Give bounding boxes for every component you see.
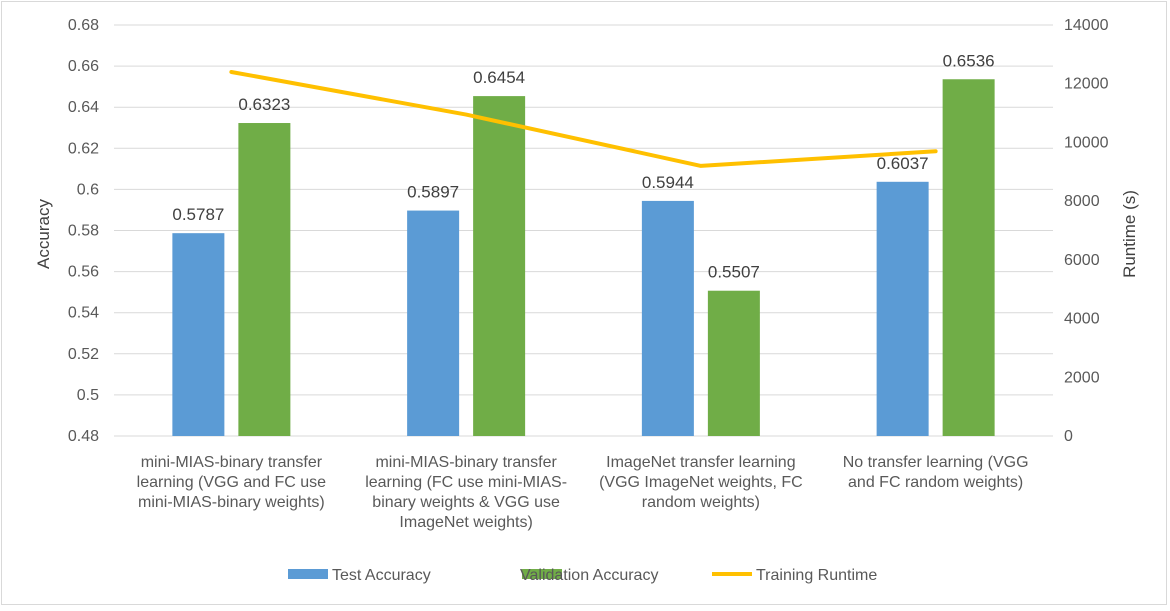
legend-label: Training Runtime [756, 567, 877, 584]
data-label: 0.5944 [642, 173, 694, 192]
legend-label: Test Accuracy [332, 567, 431, 584]
x-axis-categories: mini-MIAS-binary transfer learning (VGG a… [137, 454, 1029, 531]
y2-tick-label: 8000 [1064, 193, 1100, 210]
bar-test-accuracy [641, 200, 694, 436]
data-label: 0.5787 [172, 205, 224, 224]
bar-validation-accuracy [707, 290, 760, 436]
y2-tick-label: 2000 [1064, 369, 1100, 386]
data-labels: 0.5787 0.5897 0.5944 0.6037 0.6323 0.6454 0.55… [172, 51, 994, 281]
y-tick-label: 0.6 [77, 181, 99, 198]
y-tick-label: 0.66 [68, 58, 99, 75]
runtime-line [229, 69, 938, 168]
y-tick-label: 0.64 [68, 99, 99, 116]
category-label: learning (FC use mini-MIAS- [365, 474, 567, 491]
category-label: ImageNet transfer learning [606, 454, 795, 471]
y-tick-label: 0.58 [68, 223, 99, 240]
y-tick-label: 0.5 [77, 387, 99, 404]
y-tick-label: 0.68 [68, 17, 99, 34]
legend-label: Validation Accuracy [520, 567, 658, 584]
category-label: mini-MIAS-binary transfer [141, 454, 323, 471]
data-label: 0.6037 [877, 154, 929, 173]
legend-swatch [288, 569, 328, 579]
category-label: No transfer learning (VGG [843, 454, 1029, 471]
y-axis-ticks: 0.48 0.5 0.52 0.54 0.56 0.58 0.6 0.62 0.64 0.66 0.… [68, 17, 99, 445]
y-tick-label: 0.52 [68, 346, 99, 363]
category-label: binary weights & VGG use [372, 494, 560, 511]
y-tick-label: 0.54 [68, 305, 99, 322]
bars [172, 79, 995, 436]
category-label: ImageNet weights) [399, 514, 532, 531]
data-label: 0.5507 [708, 263, 760, 282]
bar-validation-accuracy [473, 96, 526, 436]
bar-validation-accuracy [238, 123, 291, 436]
data-label: 0.6323 [238, 95, 290, 114]
data-label: 0.5897 [407, 183, 459, 202]
bar-test-accuracy [876, 181, 929, 436]
bar-validation-accuracy [942, 79, 995, 436]
data-label: 0.6454 [473, 68, 525, 87]
y-tick-label: 0.62 [68, 140, 99, 157]
category-label: learning (VGG and FC use [137, 474, 327, 491]
y-tick-label: 0.56 [68, 264, 99, 281]
y-axis-title: Accuracy [34, 199, 53, 269]
y2-tick-label: 0 [1064, 428, 1073, 445]
y2-axis-title: Runtime (s) [1120, 190, 1139, 278]
y2-tick-label: 10000 [1064, 134, 1109, 151]
legend: Test Accuracy Validation Accuracy Training… [288, 567, 877, 584]
legend-swatch [522, 569, 562, 579]
category-label: mini-MIAS-binary weights) [138, 494, 325, 511]
y2-tick-label: 4000 [1064, 311, 1100, 328]
y2-tick-label: 12000 [1064, 76, 1109, 93]
bar-test-accuracy [407, 210, 460, 436]
category-label: and FC random weights) [848, 474, 1023, 491]
y-tick-label: 0.48 [68, 428, 99, 445]
category-label: mini-MIAS-binary transfer [375, 454, 557, 471]
category-label: random weights) [642, 494, 760, 511]
y2-tick-label: 6000 [1064, 252, 1100, 269]
category-label: (VGG ImageNet weights, FC [599, 474, 803, 491]
bar-test-accuracy [172, 233, 225, 436]
y2-axis-ticks: 0 2000 4000 6000 8000 10000 12000 14000 [1064, 17, 1109, 445]
data-label: 0.6536 [943, 51, 995, 70]
line-series-training-runtime [229, 69, 938, 168]
y2-tick-label: 14000 [1064, 17, 1109, 34]
